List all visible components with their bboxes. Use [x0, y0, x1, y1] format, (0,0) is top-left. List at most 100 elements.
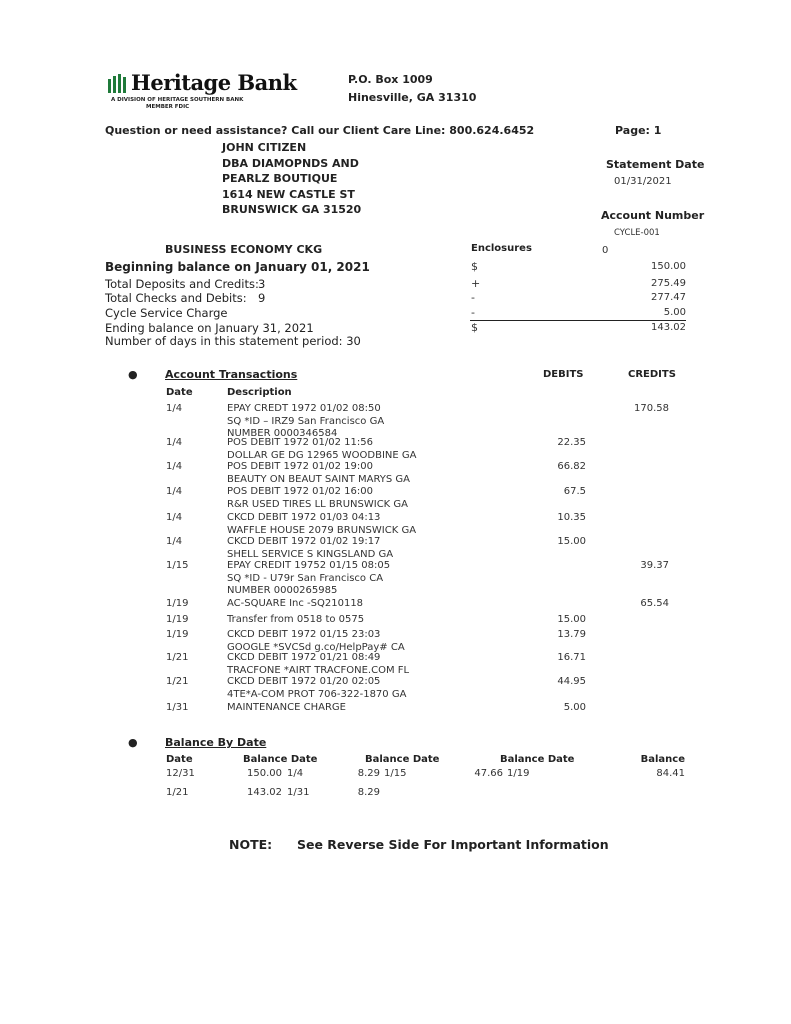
balance-amount: 8.29	[357, 787, 380, 798]
summary-label: Ending balance on January 31, 2021	[105, 321, 314, 335]
account-number: CYCLE-001	[614, 228, 660, 238]
transaction-date: 1/21	[166, 652, 189, 663]
transaction-debit: 13.79	[557, 629, 586, 640]
summary-count: 9	[258, 291, 266, 305]
transaction-date: 1/19	[166, 598, 189, 609]
summary-divider	[470, 320, 686, 321]
balance-amount: 143.02	[247, 787, 282, 798]
transaction-description: GOOGLE *SVCSd g.co/HelpPay# CA	[227, 641, 405, 653]
summary-sign: $	[471, 260, 478, 273]
summary-amount: 150.00	[651, 261, 686, 272]
transaction-description: CKCD DEBIT 1972 01/20 02:05	[227, 676, 381, 687]
balance-date: 1/31	[287, 787, 310, 798]
summary-label: Total Deposits and Credits:	[105, 277, 259, 291]
transaction-description: CKCD DEBIT 1972 01/15 23:03	[227, 629, 381, 640]
transaction-description: SQ *ID – IRZ9 San Francisco GA	[227, 415, 385, 427]
transaction-description: NUMBER 0000265985	[227, 585, 338, 596]
transaction-description: POS DEBIT 1972 01/02 19:00	[227, 461, 373, 472]
transaction-debit: 15.00	[557, 536, 586, 547]
statement-days: Number of days in this statement period:…	[105, 334, 361, 348]
bank-logo-icon	[108, 74, 126, 93]
note-text: See Reverse Side For Important Informati…	[297, 837, 609, 852]
transaction-date: 1/15	[166, 560, 189, 571]
account-type: BUSINESS ECONOMY CKG	[165, 243, 323, 256]
summary-sign: +	[471, 277, 481, 290]
transaction-description: WAFFLE HOUSE 2079 BRUNSWICK GA	[227, 524, 417, 536]
transaction-description: TRACFONE *AIRT TRACFONE.COM FL	[227, 664, 410, 676]
transaction-debit: 15.00	[557, 614, 586, 625]
transaction-credit: 65.54	[640, 598, 669, 609]
transaction-debit: 16.71	[557, 652, 586, 663]
statement-date-label: Statement Date	[606, 158, 705, 171]
balance-date: 1/21	[166, 787, 189, 798]
summary-sign: -	[471, 291, 475, 304]
bullet-icon: ●	[128, 736, 138, 749]
transaction-description: DOLLAR GE DG 12965 WOODBINE GA	[227, 449, 417, 461]
credits-header: CREDITS	[628, 369, 676, 380]
transaction-date: 1/19	[166, 614, 189, 625]
balance-amount: 8.29	[357, 768, 380, 779]
balance-header: Balance Date	[500, 754, 575, 765]
customer-address-line: JOHN CITIZEN	[222, 141, 307, 154]
transaction-date: 1/4	[166, 403, 183, 414]
transaction-description: Transfer from 0518 to 0575	[227, 614, 365, 625]
summary-amount: 277.47	[651, 292, 686, 303]
transaction-date: 1/4	[166, 486, 183, 497]
summary-count: 3	[258, 277, 266, 291]
date-header: Date	[166, 387, 193, 398]
customer-address-line: BRUNSWICK GA 31520	[222, 203, 362, 216]
transaction-description: MAINTENANCE CHARGE	[227, 702, 346, 713]
transaction-debit: 10.35	[557, 512, 586, 523]
transaction-debit: 67.5	[563, 486, 586, 497]
balance-amount: 150.00	[247, 768, 282, 779]
transaction-description: SHELL SERVICE S KINGSLAND GA	[227, 548, 394, 560]
transaction-date: 1/21	[166, 676, 189, 687]
summary-sign: $	[471, 321, 478, 334]
account-number-label: Account Number	[601, 209, 705, 222]
balance-by-date-title: Balance By Date	[165, 736, 267, 749]
transaction-debit: 44.95	[557, 676, 586, 687]
balance-amount: 47.66	[474, 768, 503, 779]
balance-header: Balance Date	[365, 754, 440, 765]
transaction-date: 1/4	[166, 437, 183, 448]
balance-header: Balance	[640, 754, 685, 765]
summary-label: Beginning balance on January 01, 2021	[105, 260, 370, 274]
balance-date: 1/4	[287, 768, 304, 779]
transaction-debit: 66.82	[557, 461, 586, 472]
bank-name: Heritage Bank	[131, 70, 297, 95]
summary-sign: -	[471, 306, 475, 319]
balance-date: 1/15	[384, 768, 407, 779]
transaction-description: NUMBER 0000346584	[227, 428, 338, 439]
summary-amount: 5.00	[663, 307, 686, 318]
transaction-date: 1/19	[166, 629, 189, 640]
transaction-description: R&R USED TIRES LL BRUNSWICK GA	[227, 498, 409, 510]
bank-member: MEMBER FDIC	[146, 104, 190, 110]
enclosures-label: Enclosures	[471, 243, 532, 254]
transaction-description: CKCD DEBIT 1972 01/02 19:17	[227, 536, 381, 547]
transaction-debit: 5.00	[563, 702, 586, 713]
transaction-description: POS DEBIT 1972 01/02 16:00	[227, 486, 373, 497]
transaction-description: EPAY CREDT 1972 01/02 08:50	[227, 403, 381, 414]
transaction-date: 1/4	[166, 536, 183, 547]
transaction-description: CKCD DEBIT 1972 01/03 04:13	[227, 512, 381, 523]
transaction-description: 4TE*A-COM PROT 706-322-1870 GA	[227, 688, 407, 700]
statement-date: 01/31/2021	[614, 176, 672, 187]
balance-header: Date	[166, 754, 193, 765]
transaction-credit: 39.37	[640, 560, 669, 571]
note-label: NOTE:	[229, 837, 273, 852]
transaction-credit: 170.58	[634, 403, 669, 414]
transaction-debit: 22.35	[557, 437, 586, 448]
transaction-description: EPAY CREDIT 19752 01/15 08:05	[227, 560, 391, 571]
transaction-description: AC-SQUARE Inc -SQ210118	[227, 598, 364, 609]
bank-address-line2: Hinesville, GA 31310	[348, 91, 477, 104]
transaction-description: POS DEBIT 1972 01/02 11:56	[227, 437, 373, 448]
bullet-icon: ●	[128, 368, 138, 381]
transactions-title: Account Transactions	[165, 368, 298, 381]
balance-date: 12/31	[166, 768, 195, 779]
balance-date: 1/19	[507, 768, 530, 779]
transaction-description: BEAUTY ON BEAUT SAINT MARYS GA	[227, 473, 410, 485]
debits-header: DEBITS	[543, 369, 584, 380]
description-header: Description	[227, 387, 292, 398]
transaction-description: CKCD DEBIT 1972 01/21 08:49	[227, 652, 381, 663]
customer-address-line: 1614 NEW CASTLE ST	[222, 187, 355, 201]
